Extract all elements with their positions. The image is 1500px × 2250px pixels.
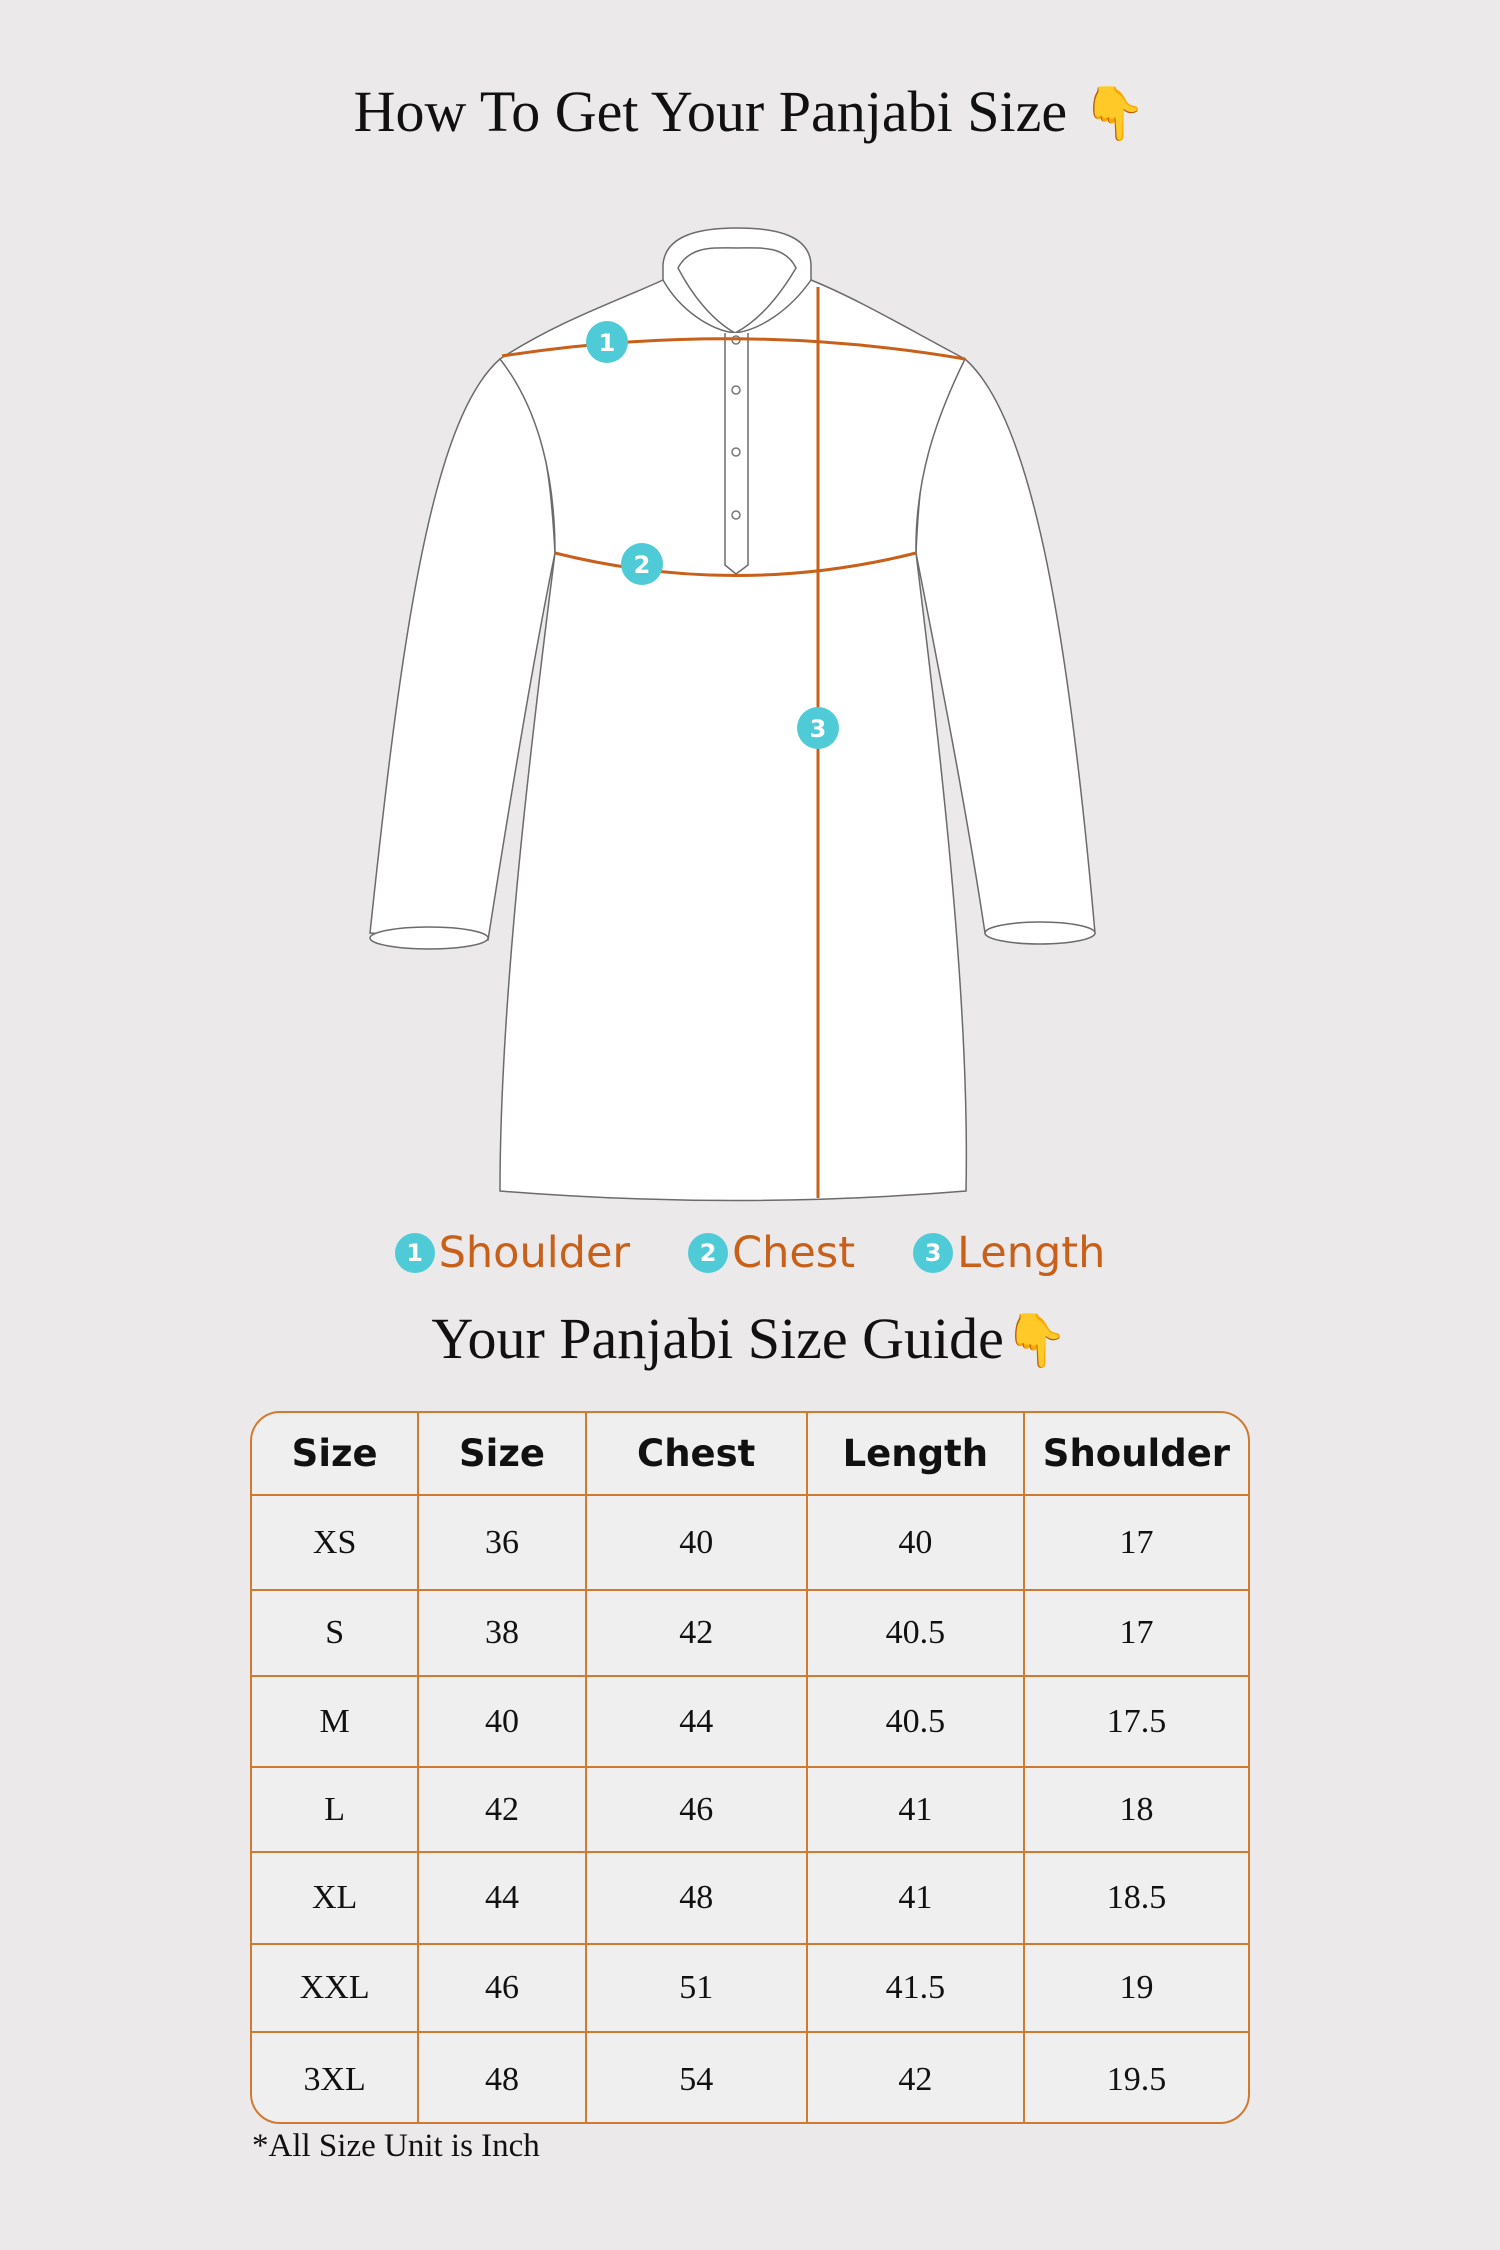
- table-cell: 19: [1119, 1969, 1154, 2006]
- table-cell: 19.5: [1106, 2060, 1167, 2098]
- table-cell: 44: [587, 1677, 808, 1766]
- table-row: 3XL 48 54 42 19.5: [252, 2033, 1248, 2122]
- legend-shoulder: 1 Shoulder: [394, 1228, 631, 1278]
- table-cell: XXL: [252, 1945, 420, 2031]
- table-cell: 51: [587, 1945, 808, 2031]
- title-text: How To Get Your Panjabi Size: [353, 79, 1068, 144]
- footnote: *All Size Unit is Inch: [252, 2128, 540, 2164]
- table-cell: 17: [1119, 1614, 1154, 1651]
- table-cell: 17: [1119, 1523, 1154, 1561]
- table-row: S 38 42 40.5 17: [252, 1591, 1248, 1677]
- legend-label: Shoulder: [438, 1228, 631, 1278]
- table-cell: 42: [587, 1591, 808, 1675]
- table-cell: 41: [808, 1768, 1025, 1851]
- body: [498, 279, 968, 1202]
- marker-2: [621, 543, 663, 585]
- table-cell: S: [252, 1591, 420, 1675]
- collar: [662, 227, 812, 334]
- measurement-legend: 1 Shoulder 2 Chest 3 Length: [0, 1228, 1500, 1278]
- right-cuff: [984, 921, 1096, 945]
- table-cell: 42: [419, 1768, 587, 1851]
- column-header: Size: [419, 1413, 587, 1494]
- table-cell: 46: [587, 1768, 808, 1851]
- table-cell: 18.5: [1106, 1879, 1167, 1916]
- pointing-down-icon: 👇: [1081, 86, 1147, 143]
- table-cell: 54: [587, 2033, 808, 2122]
- guide-title: Your Panjabi Size Guide👇: [0, 1305, 1500, 1372]
- badge-1: 1: [394, 1233, 435, 1273]
- badge-3: 3: [913, 1233, 954, 1273]
- table-cell: XS: [252, 1496, 420, 1589]
- table-cell: 38: [419, 1591, 587, 1675]
- column-header: Length: [808, 1413, 1025, 1494]
- panjabi-diagram: 1 2 3: [369, 227, 1096, 1202]
- legend-label: Length: [957, 1228, 1106, 1278]
- left-cuff: [369, 926, 489, 950]
- marker-3-label: 3: [810, 715, 827, 743]
- size-table: Size Size Chest Length Shoulder XS 36 40 40 17 S 38…: [250, 1411, 1250, 2124]
- table-cell: 41: [808, 1853, 1025, 1943]
- table-row: L 42 46 41 18: [252, 1768, 1248, 1853]
- table-cell: 18: [1119, 1790, 1154, 1828]
- legend-label: Chest: [732, 1228, 856, 1278]
- column-header: Size: [252, 1413, 420, 1494]
- table-cell: 48: [419, 2033, 587, 2122]
- table-row: XL 44 48 41 18.5: [252, 1853, 1248, 1945]
- table-row: XS 36 40 40 17: [252, 1496, 1248, 1591]
- table-cell: XL: [252, 1853, 420, 1943]
- column-header: Shoulder: [1042, 1432, 1231, 1475]
- guide-title-text: Your Panjabi Size Guide: [431, 1306, 1004, 1371]
- table-cell: L: [252, 1768, 420, 1851]
- table-cell: M: [252, 1677, 420, 1766]
- table-cell: 3XL: [252, 2033, 420, 2122]
- table-cell: 40: [808, 1496, 1025, 1589]
- marker-1: [586, 321, 628, 363]
- chest-line: [554, 551, 917, 577]
- marker-3: [797, 707, 839, 749]
- table-cell: 46: [419, 1945, 587, 2031]
- table-cell: 48: [587, 1853, 808, 1943]
- button: [731, 510, 741, 520]
- table-cell: 40: [419, 1677, 587, 1766]
- pointing-down-icon: 👇: [1003, 1313, 1069, 1370]
- table-cell: 40: [587, 1496, 808, 1589]
- table-cell: 44: [419, 1853, 587, 1943]
- table-cell: 42: [808, 2033, 1025, 2122]
- collar-inner: [677, 247, 797, 334]
- table-row: M 40 44 40.5 17.5: [252, 1677, 1248, 1768]
- legend-length: 3 Length: [913, 1228, 1105, 1278]
- table-cell: 41.5: [808, 1945, 1025, 2031]
- table-cell: 40.5: [808, 1591, 1025, 1675]
- marker-2-label: 2: [634, 551, 651, 579]
- table-cell: 40.5: [808, 1677, 1025, 1766]
- table-cell: 36: [419, 1496, 587, 1589]
- shoulder-line: [501, 337, 966, 361]
- column-header: Chest: [587, 1413, 808, 1494]
- table-row: XXL 46 51 41.5 19: [252, 1945, 1248, 2033]
- legend-chest: 2 Chest: [688, 1228, 855, 1278]
- button: [731, 385, 741, 395]
- table-header-row: Size Size Chest Length Shoulder: [252, 1413, 1248, 1496]
- page-title: How To Get Your Panjabi Size 👇: [0, 78, 1500, 145]
- button: [731, 447, 741, 457]
- table-cell: 17.5: [1106, 1702, 1167, 1740]
- badge-2: 2: [688, 1233, 729, 1273]
- marker-1-label: 1: [599, 329, 616, 357]
